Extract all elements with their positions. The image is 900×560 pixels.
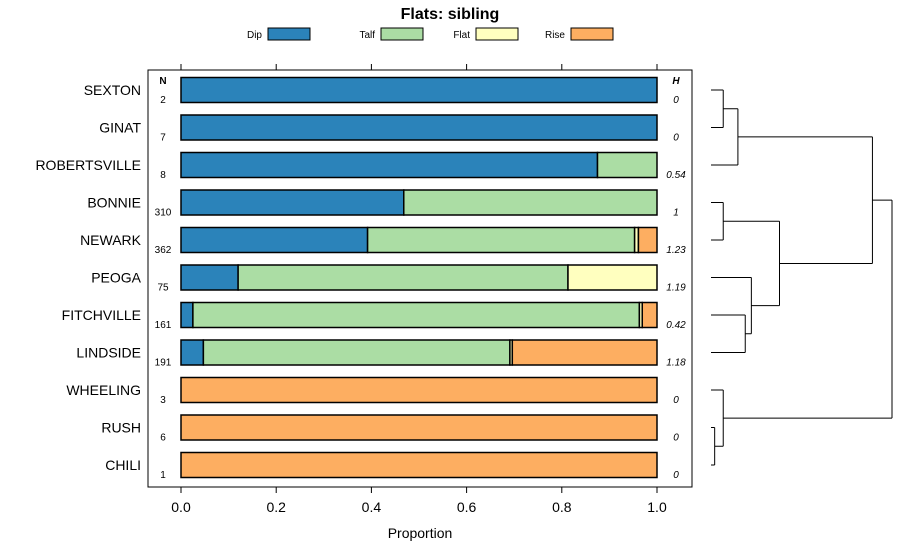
bar-row-robertsville: ROBERTSVILLE 8 0.54 [35, 151, 686, 181]
row-n-value: 3 [160, 395, 166, 406]
legend-swatch-flat [475, 27, 519, 41]
legend-swatch-talf [380, 27, 424, 41]
bar-row-bonnie: BONNIE 310 1 [87, 189, 679, 219]
row-h-value: 1 [673, 208, 679, 219]
row-n-value: 191 [155, 358, 172, 369]
plot-frame [147, 69, 693, 488]
row-h-value: 1.19 [666, 283, 686, 294]
row-n-value: 6 [160, 433, 166, 444]
h-column-header: H [672, 76, 680, 87]
legend-label-dip: Dip [247, 30, 262, 41]
row-label: SEXTON [84, 82, 141, 98]
legend: Dip Talf Flat Rise [247, 27, 614, 41]
dendrogram [711, 89, 893, 466]
bar-row-fitchville: FITCHVILLE 161 0.42 [62, 301, 686, 331]
row-h-value: 0.42 [666, 320, 686, 331]
bar-segment-dip [180, 264, 239, 291]
bar-segment-dip [180, 339, 205, 366]
row-h-value: 0.54 [666, 170, 686, 181]
row-n-value: 2 [160, 95, 166, 106]
legend-label-talf: Talf [359, 30, 375, 41]
bar-segment-dip [180, 114, 658, 141]
bar-segment-talf [596, 151, 658, 179]
x-tick-label: 0.4 [362, 499, 382, 515]
row-n-value: 75 [157, 283, 169, 294]
bar-row-ginat: GINAT 7 0 [99, 114, 679, 144]
row-label: PEOGA [91, 270, 141, 286]
row-label: BONNIE [87, 195, 141, 211]
bar-segment-flat [567, 264, 658, 291]
bar-segment-dip [180, 189, 405, 216]
bar-segment-rise [180, 414, 658, 441]
bar-row-sexton: SEXTON 2 0 [84, 76, 679, 106]
row-n-value: 7 [160, 133, 166, 144]
bar-segment-talf [237, 264, 569, 291]
bar-row-wheeling: WHEELING 3 0 [66, 376, 679, 406]
bar-row-peoga: PEOGA 75 1.19 [91, 264, 686, 294]
row-label: WHEELING [66, 382, 141, 398]
row-h-value: 0 [673, 133, 679, 144]
bar-segment-rise [180, 376, 658, 404]
row-label: NEWARK [80, 232, 142, 248]
row-label: CHILI [105, 457, 141, 473]
bar-segment-dip [180, 301, 194, 329]
x-tick-label: 0.6 [457, 499, 477, 515]
x-axis: 0.0 0.2 0.4 0.6 0.8 1.0 [171, 64, 667, 515]
row-label: GINAT [99, 120, 141, 136]
bar-segment-talf [192, 301, 641, 329]
bar-segment-rise [637, 226, 658, 254]
bar-row-newark: NEWARK 362 1.23 [80, 226, 686, 256]
row-label: RUSH [101, 420, 141, 436]
legend-swatch-rise [570, 27, 614, 41]
row-h-value: 0 [673, 433, 679, 444]
legend-label-flat: Flat [453, 30, 470, 41]
row-label: LINDSIDE [76, 345, 141, 361]
bar-segment-rise [641, 301, 658, 329]
row-h-value: 0 [673, 395, 679, 406]
row-n-value: 310 [155, 208, 172, 219]
bar-segment-dip [180, 151, 599, 179]
row-label: ROBERTSVILLE [35, 157, 141, 173]
x-tick-label: 0.8 [552, 499, 572, 515]
bar-segment-talf [202, 339, 511, 366]
x-axis-label: Proportion [388, 525, 453, 541]
bar-row-chili: CHILI 1 0 [105, 451, 679, 481]
n-column-header: N [159, 76, 166, 87]
chart-title: Flats: sibling [401, 6, 500, 23]
row-n-value: 362 [155, 245, 172, 256]
bar-row-lindside: LINDSIDE 191 1.18 [76, 339, 686, 369]
bar-segment-talf [366, 226, 636, 254]
bar-row-rush: RUSH 6 0 [101, 414, 679, 444]
row-n-value: 161 [155, 320, 172, 331]
bar-segment-rise [180, 451, 658, 479]
row-label: FITCHVILLE [62, 307, 141, 323]
row-n-value: 1 [160, 470, 166, 481]
row-n-value: 8 [160, 170, 166, 181]
bar-segment-talf [403, 189, 658, 216]
bar-segment-dip [180, 226, 369, 254]
row-h-value: 0 [673, 470, 679, 481]
row-h-value: 0 [673, 95, 679, 106]
row-h-value: 1.23 [666, 245, 686, 256]
bar-segment-dip [180, 76, 658, 104]
row-h-value: 1.18 [666, 358, 686, 369]
x-tick-label: 1.0 [647, 499, 667, 515]
legend-swatch-dip [267, 27, 311, 41]
x-tick-label: 0.2 [266, 499, 286, 515]
bar-segment-rise [511, 339, 658, 366]
x-tick-label: 0.0 [171, 499, 191, 515]
legend-label-rise: Rise [545, 30, 565, 41]
